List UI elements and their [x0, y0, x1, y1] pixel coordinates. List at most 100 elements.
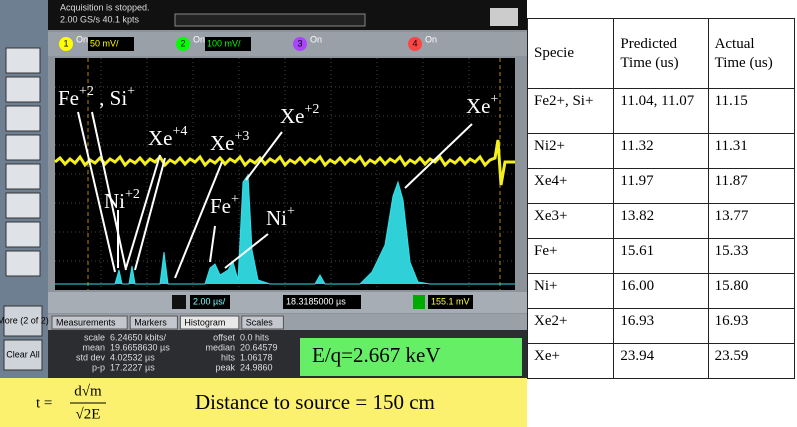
tab-label: Scales — [246, 317, 274, 327]
stat-label: offset — [213, 332, 235, 342]
peak-label-base: Ni — [266, 206, 287, 230]
stat-label: median — [205, 342, 235, 352]
peak-label-base: Xe — [148, 126, 173, 150]
stat-value: 24.9860 — [240, 362, 273, 372]
table-row: Ni2+11.3211.31 — [528, 134, 795, 169]
peak-label-sup: +2 — [79, 84, 94, 99]
table-cell: Xe2+ — [528, 309, 614, 344]
species-table: SpeciePredicted Time (us)Actual Time (us… — [527, 18, 795, 379]
table-cell: Fe2+, Si+ — [528, 89, 614, 134]
table-cell: Fe+ — [528, 239, 614, 274]
stat-value: 6.24650 kbits/ — [110, 332, 167, 342]
table-cell: Specie — [528, 19, 614, 89]
tool-button[interactable] — [6, 106, 40, 131]
record-bar — [175, 14, 365, 26]
table-row: Xe3+13.8213.77 — [528, 204, 795, 239]
channel-state[interactable]: On — [193, 34, 205, 44]
table-cell: 11.15 — [708, 89, 794, 134]
peak-label-base: Fe — [210, 194, 231, 218]
slide: Acquisition is stopped. 2.00 GS/s 40.1 k… — [0, 0, 797, 427]
tool-button[interactable] — [6, 77, 40, 102]
channel-state[interactable]: On — [76, 34, 88, 44]
table-cell: 11.87 — [708, 169, 794, 204]
channel-scale: 50 mV/ — [90, 38, 119, 48]
stat-label: scale — [84, 332, 105, 342]
peak-label-sup: +2 — [125, 187, 140, 202]
tool-button[interactable] — [6, 222, 40, 247]
table-cell: 13.77 — [708, 204, 794, 239]
table-cell: 11.97 — [614, 169, 708, 204]
stat-label: p-p — [92, 362, 105, 372]
peak-label-base: Fe — [58, 86, 79, 110]
status: Acquisition is stopped. — [60, 2, 150, 12]
table-row: Fe2+, Si+11.04, 11.0711.15 — [528, 89, 795, 134]
tool-button[interactable] — [6, 193, 40, 218]
channel-state[interactable]: On — [310, 34, 322, 44]
table-cell: 16.93 — [614, 309, 708, 344]
formula-lhs: t = — [36, 395, 52, 411]
side-button-label: Clear All — [6, 349, 40, 359]
energy: E/q=2.667 keV — [312, 343, 441, 367]
table-cell: 13.82 — [614, 204, 708, 239]
table-cell: 15.80 — [708, 274, 794, 309]
table-cell: Xe+ — [528, 344, 614, 379]
table-cell: Predicted Time (us) — [614, 19, 708, 89]
stat-value: 4.02532 µs — [110, 352, 155, 362]
stat-label: mean — [82, 342, 105, 352]
peak-label-sup: +3 — [235, 129, 250, 144]
tab-label: Histogram — [184, 317, 225, 327]
table-cell: 23.94 — [614, 344, 708, 379]
sample-rate: 2.00 GS/s 40.1 kpts — [60, 14, 140, 24]
peak-label-base: Xe — [280, 104, 305, 128]
peak-label-base: Ni — [104, 189, 125, 213]
tool-button[interactable] — [6, 164, 40, 189]
tool-button[interactable] — [6, 48, 40, 73]
timebase-icon — [172, 295, 186, 309]
table-cell: Ni2+ — [528, 134, 614, 169]
channel-scale: 100 mV/ — [207, 38, 241, 48]
table-cell: 23.59 — [708, 344, 794, 379]
peak-label-base: , Si — [94, 86, 127, 110]
table-cell: 16.93 — [708, 309, 794, 344]
stat-label: hits — [221, 352, 236, 362]
distance: Distance to source = 150 cm — [195, 390, 435, 414]
tool-button[interactable] — [6, 251, 40, 276]
table-cell: 15.61 — [614, 239, 708, 274]
tool-button[interactable] — [6, 135, 40, 160]
stat-value: 17.2227 µs — [110, 362, 155, 372]
side-button-label: More (2 of 2) — [0, 315, 49, 325]
trigger-icon — [413, 295, 425, 309]
peak-label-base: Xe — [210, 131, 235, 155]
formula-denominator: √2E — [76, 406, 101, 422]
table-row: Xe+23.9423.59 — [528, 344, 795, 379]
stat-value: 1.06178 — [240, 352, 273, 362]
peak-label-sup: +2 — [305, 102, 320, 117]
peak-label-sup: + — [127, 84, 135, 99]
peak-label-sup: + — [287, 204, 295, 219]
table-cell: 16.00 — [614, 274, 708, 309]
channel-number: 2 — [180, 38, 185, 48]
formula-numerator: d√m — [74, 383, 102, 399]
table-cell: 11.04, 11.07 — [614, 89, 708, 134]
table-cell: Xe3+ — [528, 204, 614, 239]
stat-value: 20.64579 — [240, 342, 278, 352]
tab-label: Markers — [134, 317, 167, 327]
peak-label: Fe+2 , Si+ — [58, 84, 135, 110]
peak-label-sup: + — [231, 192, 239, 207]
peak-label-sup: +4 — [173, 124, 188, 139]
window-button[interactable] — [490, 8, 518, 26]
table-row: Xe4+11.9711.87 — [528, 169, 795, 204]
channel-state[interactable]: On — [425, 34, 437, 44]
table-cell: Actual Time (us) — [708, 19, 794, 89]
channel-number: 1 — [63, 38, 68, 48]
table-cell: Xe4+ — [528, 169, 614, 204]
tab-label: Measurements — [56, 317, 116, 327]
peak-label-base: Xe — [466, 94, 491, 118]
peak-label-sup: + — [491, 92, 499, 107]
table-cell: Ni+ — [528, 274, 614, 309]
oscilloscope: Acquisition is stopped. 2.00 GS/s 40.1 k… — [0, 0, 527, 427]
